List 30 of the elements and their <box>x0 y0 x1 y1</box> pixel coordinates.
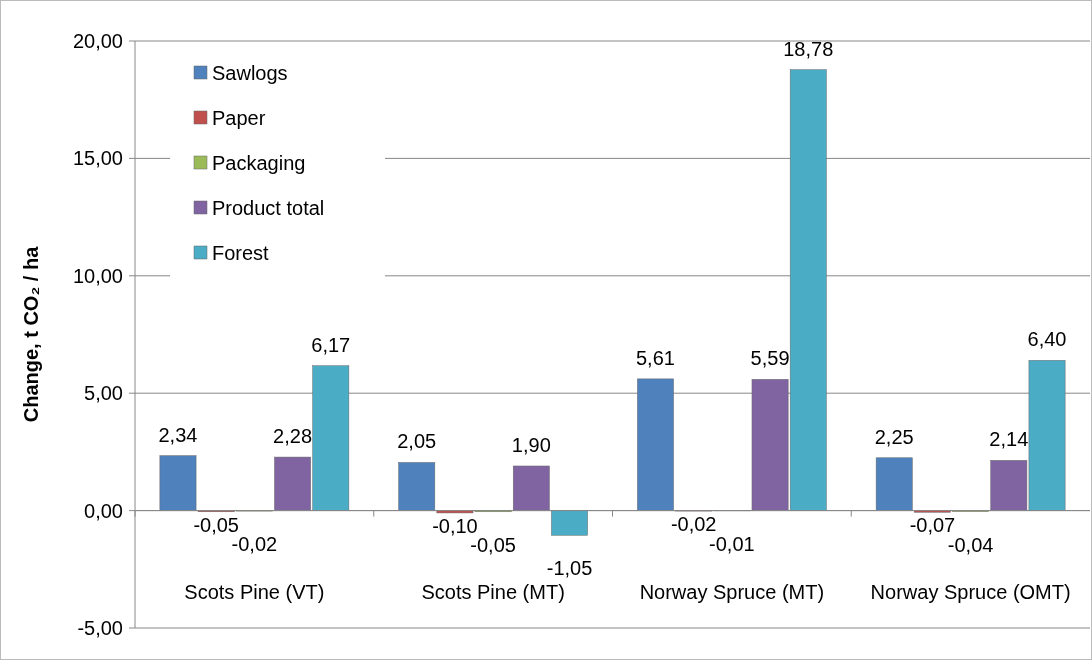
data-label: 2,25 <box>874 425 914 448</box>
data-label: -1,05 <box>546 557 593 580</box>
data-label: -0,05 <box>193 513 239 536</box>
data-label: 2,28 <box>273 425 313 448</box>
x-tick-label: Scots Pine (VT) <box>184 580 325 603</box>
y-tick-label: 10,00 <box>72 264 123 287</box>
data-label: 18,78 <box>783 37 834 60</box>
data-label: 2,05 <box>397 430 437 453</box>
legend-label: Product total <box>212 197 325 219</box>
data-label: 5,59 <box>750 347 790 370</box>
y-tick-label: 5,00 <box>84 382 123 405</box>
legend-label: Paper <box>212 107 266 129</box>
data-label: 6,40 <box>1027 328 1067 351</box>
x-tick-label: Norway Spruce (OMT) <box>870 580 1071 603</box>
y-tick-label: -5,00 <box>77 617 123 639</box>
y-tick-label: 15,00 <box>72 147 123 170</box>
legend-label: Forest <box>212 242 270 264</box>
x-tick-label: Scots Pine (MT) <box>421 580 565 603</box>
data-label: 5,61 <box>636 346 675 369</box>
y-tick-label: 20,00 <box>72 30 123 52</box>
y-tick-label: 0,00 <box>84 499 123 522</box>
x-tick-label: Norway Spruce (MT) <box>639 580 825 603</box>
data-label: 2,34 <box>158 423 198 446</box>
data-label: -0,02 <box>231 533 278 556</box>
y-axis-title: Change, t CO₂ / ha <box>20 245 42 423</box>
legend-label: Sawlogs <box>212 62 288 84</box>
data-label: 6,17 <box>311 333 351 356</box>
data-label: 1,90 <box>511 433 551 456</box>
legend-label: Packaging <box>212 152 306 174</box>
data-label: 2,14 <box>989 428 1029 451</box>
